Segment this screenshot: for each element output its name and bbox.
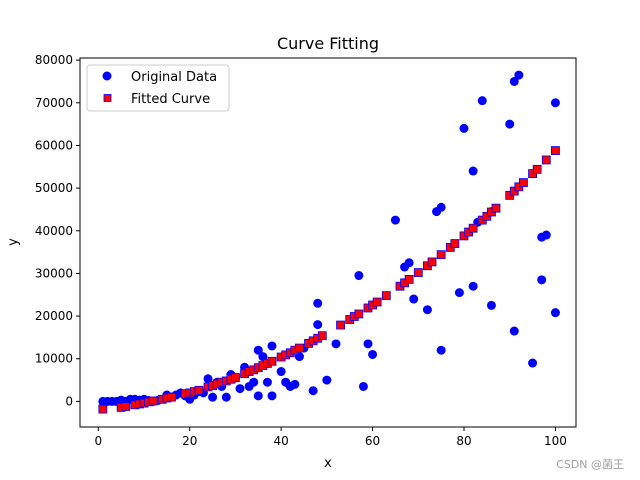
- original-data-point: [486, 300, 496, 310]
- y-tick-label: 60000: [35, 138, 73, 152]
- original-data-point: [322, 375, 332, 385]
- original-data-point: [290, 379, 300, 389]
- legend-label: Fitted Curve: [131, 92, 210, 107]
- fitted-curve-point: [98, 404, 108, 414]
- fitted-curve-point: [532, 164, 542, 174]
- original-data-point: [459, 123, 469, 133]
- fitted-curve-point: [295, 343, 304, 353]
- original-data-point: [436, 202, 446, 212]
- fitted-curve-point: [336, 320, 345, 330]
- original-data-point: [404, 258, 414, 268]
- fitted-curve-point: [381, 291, 391, 301]
- original-data-point: [409, 294, 419, 304]
- original-data-point: [358, 381, 368, 391]
- x-tick-label: 20: [182, 434, 197, 448]
- original-data-point: [436, 345, 446, 355]
- y-tick-label: 80000: [35, 53, 73, 67]
- original-data-point: [477, 96, 487, 106]
- original-data-point: [509, 76, 519, 86]
- fitted-curve-point: [231, 373, 240, 382]
- original-data-point: [262, 377, 272, 387]
- x-tick-label: 80: [456, 434, 471, 448]
- legend-marker: [102, 71, 112, 81]
- fitted-curve-point: [436, 250, 446, 260]
- original-data-point: [541, 230, 551, 240]
- original-data-point: [267, 341, 277, 351]
- original-data-point: [514, 70, 524, 80]
- fitted-curve-point: [148, 396, 158, 406]
- original-data-point: [509, 326, 519, 336]
- original-data-point: [249, 377, 259, 387]
- x-tick-label: 40: [274, 434, 289, 448]
- fitted-curve-point: [167, 392, 176, 402]
- y-tick-label: 40000: [35, 224, 73, 238]
- fitted-curve-point: [372, 297, 382, 307]
- original-data-point: [253, 391, 263, 401]
- fitted-curve-point: [427, 257, 437, 267]
- original-data-point: [235, 384, 245, 394]
- y-axis-ticks: 0 10000 20000 30000 40000 50000 60000 70000 8000…: [35, 53, 80, 408]
- original-data-point: [276, 367, 286, 377]
- y-axis-label: y: [6, 238, 21, 246]
- fitted-curve-point: [194, 385, 204, 395]
- legend-marker: [103, 94, 112, 102]
- y-tick-label: 50000: [35, 181, 73, 195]
- original-data-point: [505, 119, 515, 129]
- original-data-point: [468, 166, 478, 176]
- original-data-point: [454, 288, 464, 298]
- original-data-point: [550, 98, 560, 108]
- y-tick-label: 30000: [35, 266, 73, 280]
- original-data-point: [221, 392, 231, 402]
- original-data-point: [258, 352, 268, 362]
- original-data-point: [422, 305, 432, 315]
- original-data-point: [203, 374, 213, 384]
- original-data-point: [308, 386, 318, 396]
- fitted-curve-point: [121, 402, 131, 411]
- x-axis-label: x: [324, 456, 332, 471]
- fitted-curve-point: [267, 356, 277, 366]
- fitted-curve-point: [541, 155, 551, 165]
- original-data-point: [468, 281, 478, 291]
- legend-label: Original Data: [131, 70, 217, 85]
- y-tick-label: 70000: [35, 96, 73, 110]
- y-tick-label: 10000: [35, 352, 73, 366]
- fitted-curve-point: [317, 331, 327, 341]
- x-tick-label: 0: [94, 434, 102, 448]
- legend-box: [86, 64, 230, 112]
- watermark-text: CSDN @菌王: [556, 458, 624, 471]
- original-data-point: [368, 349, 378, 359]
- chart-title: Curve Fitting: [277, 34, 379, 53]
- fitted-curve-point: [413, 268, 423, 277]
- fitted-curve-point: [519, 178, 528, 187]
- original-data-point: [537, 275, 547, 285]
- fitted-curve-point: [551, 146, 560, 155]
- original-data-point: [331, 339, 341, 349]
- fitted-curve-point: [450, 239, 460, 248]
- fitted-curve-point: [404, 274, 414, 284]
- fitted-curve-point: [468, 223, 478, 233]
- original-data-point: [313, 320, 323, 330]
- original-data-point: [528, 358, 538, 368]
- x-tick-label: 60: [365, 434, 380, 448]
- fitted-curve-point: [491, 203, 501, 213]
- original-data-point: [208, 392, 218, 402]
- y-tick-label: 0: [65, 394, 73, 408]
- original-data-point: [313, 298, 323, 308]
- original-data-point: [363, 339, 373, 349]
- original-data-point: [550, 308, 560, 318]
- original-data-point: [253, 345, 263, 355]
- original-data-point: [354, 271, 364, 281]
- y-tick-label: 20000: [35, 309, 73, 323]
- x-axis-ticks: 0 20 40 60 80 100: [94, 427, 567, 448]
- original-data-point: [390, 215, 400, 225]
- original-data-point: [267, 391, 277, 401]
- plot-area: [98, 70, 560, 414]
- x-tick-label: 100: [544, 434, 567, 448]
- plot-frame: [79, 57, 577, 428]
- legend: Original Data Fitted Curve: [86, 64, 230, 112]
- fitted-curve-point: [354, 309, 364, 319]
